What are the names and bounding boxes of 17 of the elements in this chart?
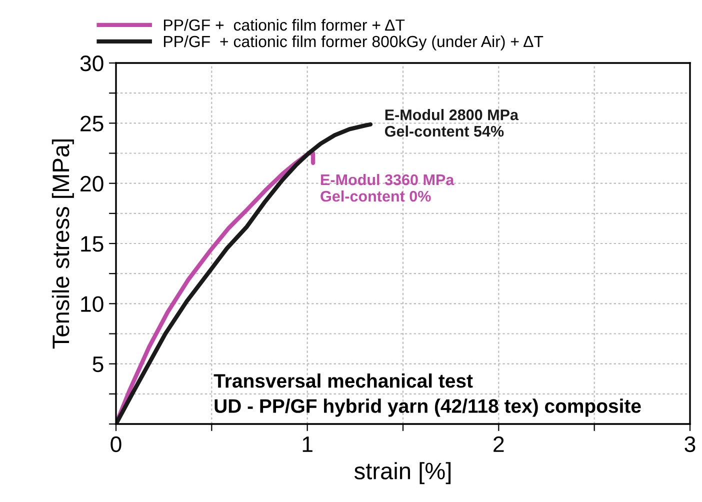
- x-axis-title: strain [%]: [354, 462, 451, 484]
- x-tick-label: 1: [302, 436, 312, 452]
- y-tick-label: 25: [80, 116, 104, 132]
- y-axis-title: Tensile stress [MPa]: [52, 140, 74, 349]
- legend-label: PP/GF + cationic film former + ΔT: [164, 18, 405, 31]
- y-tick-label: 15: [81, 236, 104, 252]
- x-tick-label: 2: [494, 436, 504, 452]
- y-tick-label: 20: [80, 176, 104, 192]
- annotation: Transversal mechanical test UD - PP/GF hybrid yarn (42/118 tex) composite: [214, 373, 641, 417]
- y-tick-label: 10: [81, 296, 104, 312]
- legend-label: PP/GF + cationic film former 800kGy (under Air) + ΔT: [164, 35, 544, 50]
- annotation: E-Modul 3360 MPa Gel-content 0%: [320, 174, 454, 202]
- x-tick-label: 0: [110, 436, 122, 452]
- y-tick-label: 5: [92, 356, 104, 372]
- y-tick-label: 30: [80, 56, 104, 72]
- annotation: E-Modul 2800 MPa Gel-content 54%: [384, 109, 519, 137]
- x-tick-label: 3: [684, 436, 696, 452]
